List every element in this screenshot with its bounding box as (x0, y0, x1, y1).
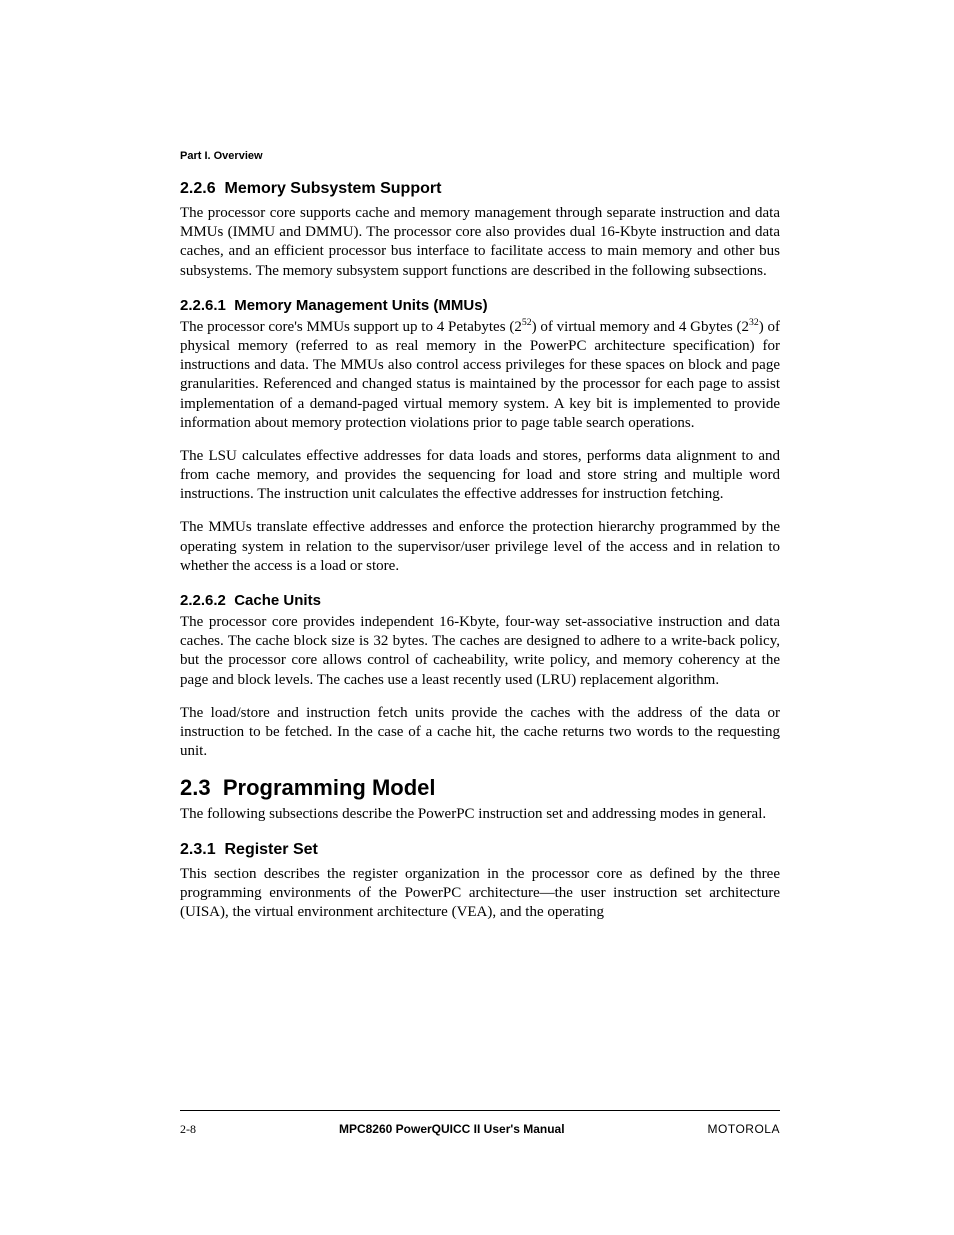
heading-title: Register Set (224, 841, 317, 858)
heading-num: 2.2.6 (180, 180, 216, 197)
page-footer: 2-8 MPC8260 PowerQUICC II User's Manual … (180, 1122, 780, 1137)
heading-title: Programming Model (223, 775, 436, 800)
heading-2-3: 2.3 Programming Model (180, 775, 780, 801)
heading-num: 2.3.1 (180, 841, 216, 858)
heading-title: Cache Units (234, 592, 321, 609)
heading-title: Memory Management Units (MMUs) (234, 297, 487, 314)
paragraph: The MMUs translate effective addresses a… (180, 518, 780, 576)
superscript: 32 (749, 317, 759, 328)
heading-2-2-6: 2.2.6 Memory Subsystem Support (180, 180, 780, 198)
paragraph: The processor core's MMUs support up to … (180, 318, 780, 433)
text-run: ) of physical memory (referred to as rea… (180, 319, 780, 431)
paragraph: The following subsections describe the P… (180, 805, 780, 824)
paragraph: This section describes the register orga… (180, 865, 780, 923)
heading-2-2-6-2: 2.2.6.2 Cache Units (180, 592, 780, 609)
paragraph: The processor core supports cache and me… (180, 204, 780, 281)
text-run: The processor core's MMUs support up to … (180, 319, 522, 335)
paragraph: The LSU calculates effective addresses f… (180, 447, 780, 505)
footer-brand: MOTOROLA (708, 1122, 780, 1136)
heading-2-2-6-1: 2.2.6.1 Memory Management Units (MMUs) (180, 297, 780, 314)
heading-2-3-1: 2.3.1 Register Set (180, 841, 780, 859)
footer-manual-title: MPC8260 PowerQUICC II User's Manual (196, 1122, 708, 1136)
heading-num: 2.3 (180, 775, 211, 800)
footer-page-number: 2-8 (180, 1122, 196, 1137)
superscript: 52 (522, 317, 532, 328)
paragraph: The processor core provides independent … (180, 613, 780, 690)
heading-title: Memory Subsystem Support (224, 180, 441, 197)
page-content: Part I. Overview 2.2.6 Memory Subsystem … (180, 150, 780, 922)
paragraph: The load/store and instruction fetch uni… (180, 704, 780, 762)
footer-rule (180, 1110, 780, 1111)
text-run: ) of virtual memory and 4 Gbytes (2 (532, 319, 749, 335)
heading-num: 2.2.6.2 (180, 592, 226, 609)
heading-num: 2.2.6.1 (180, 297, 226, 314)
part-label: Part I. Overview (180, 150, 780, 162)
